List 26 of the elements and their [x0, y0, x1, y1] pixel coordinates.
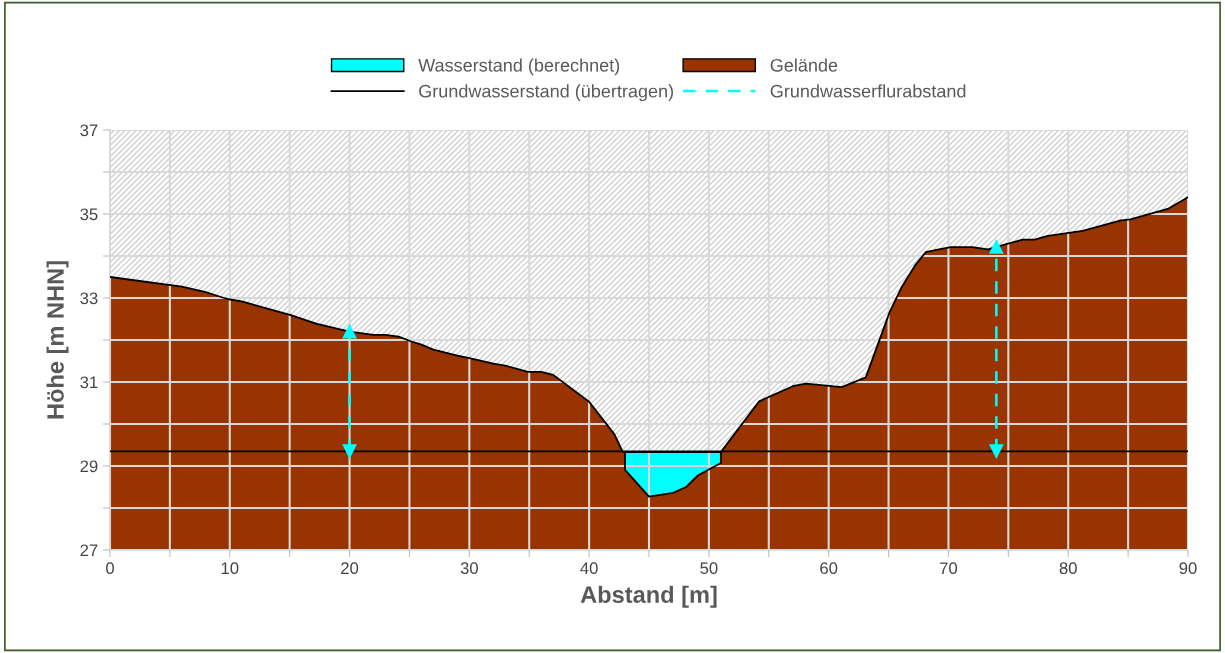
x-tick-label: 0: [106, 562, 114, 575]
point: [989, 444, 1004, 459]
x-tick-label: 70: [940, 562, 958, 575]
x-tick-label: 90: [1179, 562, 1197, 575]
legend-label: Grundwasserflurabstand: [770, 84, 966, 98]
y-tick-label: 29: [80, 460, 98, 473]
point: [342, 324, 357, 339]
point: [342, 444, 357, 459]
x-tick-label: 40: [580, 562, 598, 575]
y-tick-label: 35: [80, 208, 98, 221]
y-axis-title: Höhe [m NHN]: [46, 261, 69, 419]
x-tick-label: 50: [700, 562, 718, 575]
x-axis-title: Abstand [m]: [580, 585, 717, 608]
x-tick-label: 80: [1059, 562, 1077, 575]
legend-label: Grundwasserstand (übertragen): [419, 84, 673, 102]
legend-label: Wasserstand (berechnet): [418, 58, 620, 76]
x-tick-label: 30: [460, 562, 478, 575]
x-tick-label: 20: [341, 562, 359, 575]
x-tick-label: 60: [820, 562, 838, 575]
point: [989, 239, 1004, 254]
legend-label: Gelände: [770, 58, 838, 72]
y-tick-label: 33: [80, 292, 98, 305]
y-tick-label: 37: [80, 124, 98, 137]
x-tick-label: 10: [221, 562, 239, 575]
y-tick-label: 31: [80, 376, 98, 389]
y-tick-label: 27: [80, 544, 98, 557]
